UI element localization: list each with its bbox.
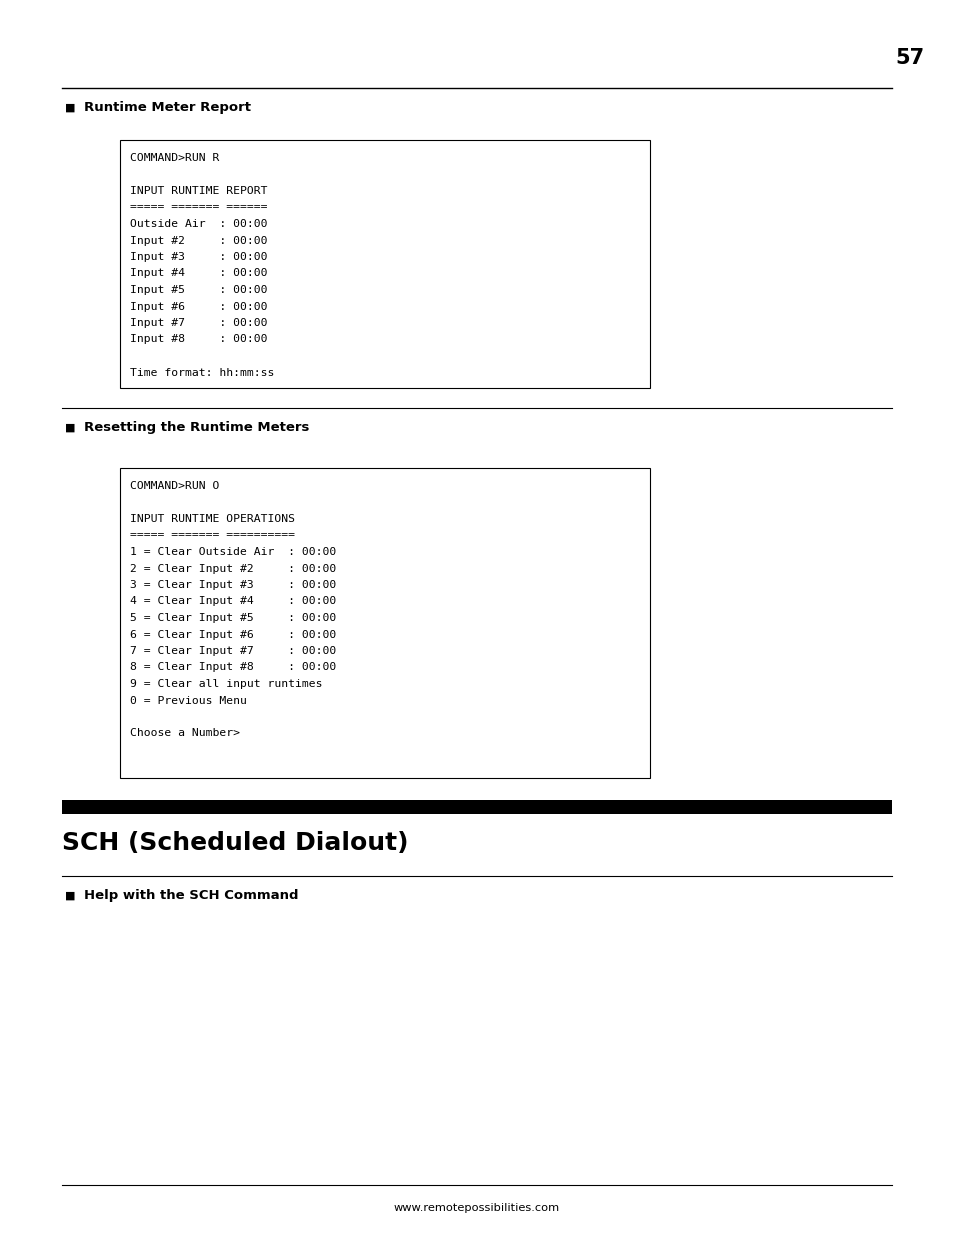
Text: Help with the SCH Command: Help with the SCH Command [84, 889, 298, 903]
Text: COMMAND>RUN O: COMMAND>RUN O [130, 480, 219, 492]
Text: Input #6     : 00:00: Input #6 : 00:00 [130, 301, 267, 311]
Text: 1 = Clear Outside Air  : 00:00: 1 = Clear Outside Air : 00:00 [130, 547, 335, 557]
Text: 3 = Clear Input #3     : 00:00: 3 = Clear Input #3 : 00:00 [130, 580, 335, 590]
Text: INPUT RUNTIME OPERATIONS: INPUT RUNTIME OPERATIONS [130, 514, 294, 524]
Text: Input #4     : 00:00: Input #4 : 00:00 [130, 268, 267, 279]
Text: Input #8     : 00:00: Input #8 : 00:00 [130, 335, 267, 345]
Text: ■: ■ [65, 890, 75, 902]
Text: Input #7     : 00:00: Input #7 : 00:00 [130, 317, 267, 329]
Text: 8 = Clear Input #8     : 00:00: 8 = Clear Input #8 : 00:00 [130, 662, 335, 673]
Text: SCH (Scheduled Dialout): SCH (Scheduled Dialout) [62, 831, 408, 855]
Text: Resetting the Runtime Meters: Resetting the Runtime Meters [84, 421, 309, 435]
Text: 0 = Previous Menu: 0 = Previous Menu [130, 695, 247, 705]
Text: Choose a Number>: Choose a Number> [130, 729, 240, 739]
Text: INPUT RUNTIME REPORT: INPUT RUNTIME REPORT [130, 186, 267, 196]
Text: ===== ======= ==========: ===== ======= ========== [130, 531, 294, 541]
Text: Runtime Meter Report: Runtime Meter Report [84, 101, 251, 115]
Text: ■: ■ [65, 103, 75, 112]
Text: COMMAND>RUN R: COMMAND>RUN R [130, 153, 219, 163]
Text: ===== ======= ======: ===== ======= ====== [130, 203, 267, 212]
Text: Time format: hh:mm:ss: Time format: hh:mm:ss [130, 368, 274, 378]
Text: 5 = Clear Input #5     : 00:00: 5 = Clear Input #5 : 00:00 [130, 613, 335, 622]
Bar [120, 140, 649, 388]
Text: www.remotepossibilities.com: www.remotepossibilities.com [394, 1203, 559, 1213]
Text: 57: 57 [895, 48, 923, 68]
Text: Input #2     : 00:00: Input #2 : 00:00 [130, 236, 267, 246]
Text: 7 = Clear Input #7     : 00:00: 7 = Clear Input #7 : 00:00 [130, 646, 335, 656]
Bar [62, 800, 891, 814]
Text: 2 = Clear Input #2     : 00:00: 2 = Clear Input #2 : 00:00 [130, 563, 335, 573]
Text: 6 = Clear Input #6     : 00:00: 6 = Clear Input #6 : 00:00 [130, 630, 335, 640]
Text: Input #3     : 00:00: Input #3 : 00:00 [130, 252, 267, 262]
Text: Input #5     : 00:00: Input #5 : 00:00 [130, 285, 267, 295]
Text: 9 = Clear all input runtimes: 9 = Clear all input runtimes [130, 679, 322, 689]
Text: 4 = Clear Input #4     : 00:00: 4 = Clear Input #4 : 00:00 [130, 597, 335, 606]
Text: ■: ■ [65, 424, 75, 433]
Text: Outside Air  : 00:00: Outside Air : 00:00 [130, 219, 267, 228]
Bar [120, 468, 649, 778]
